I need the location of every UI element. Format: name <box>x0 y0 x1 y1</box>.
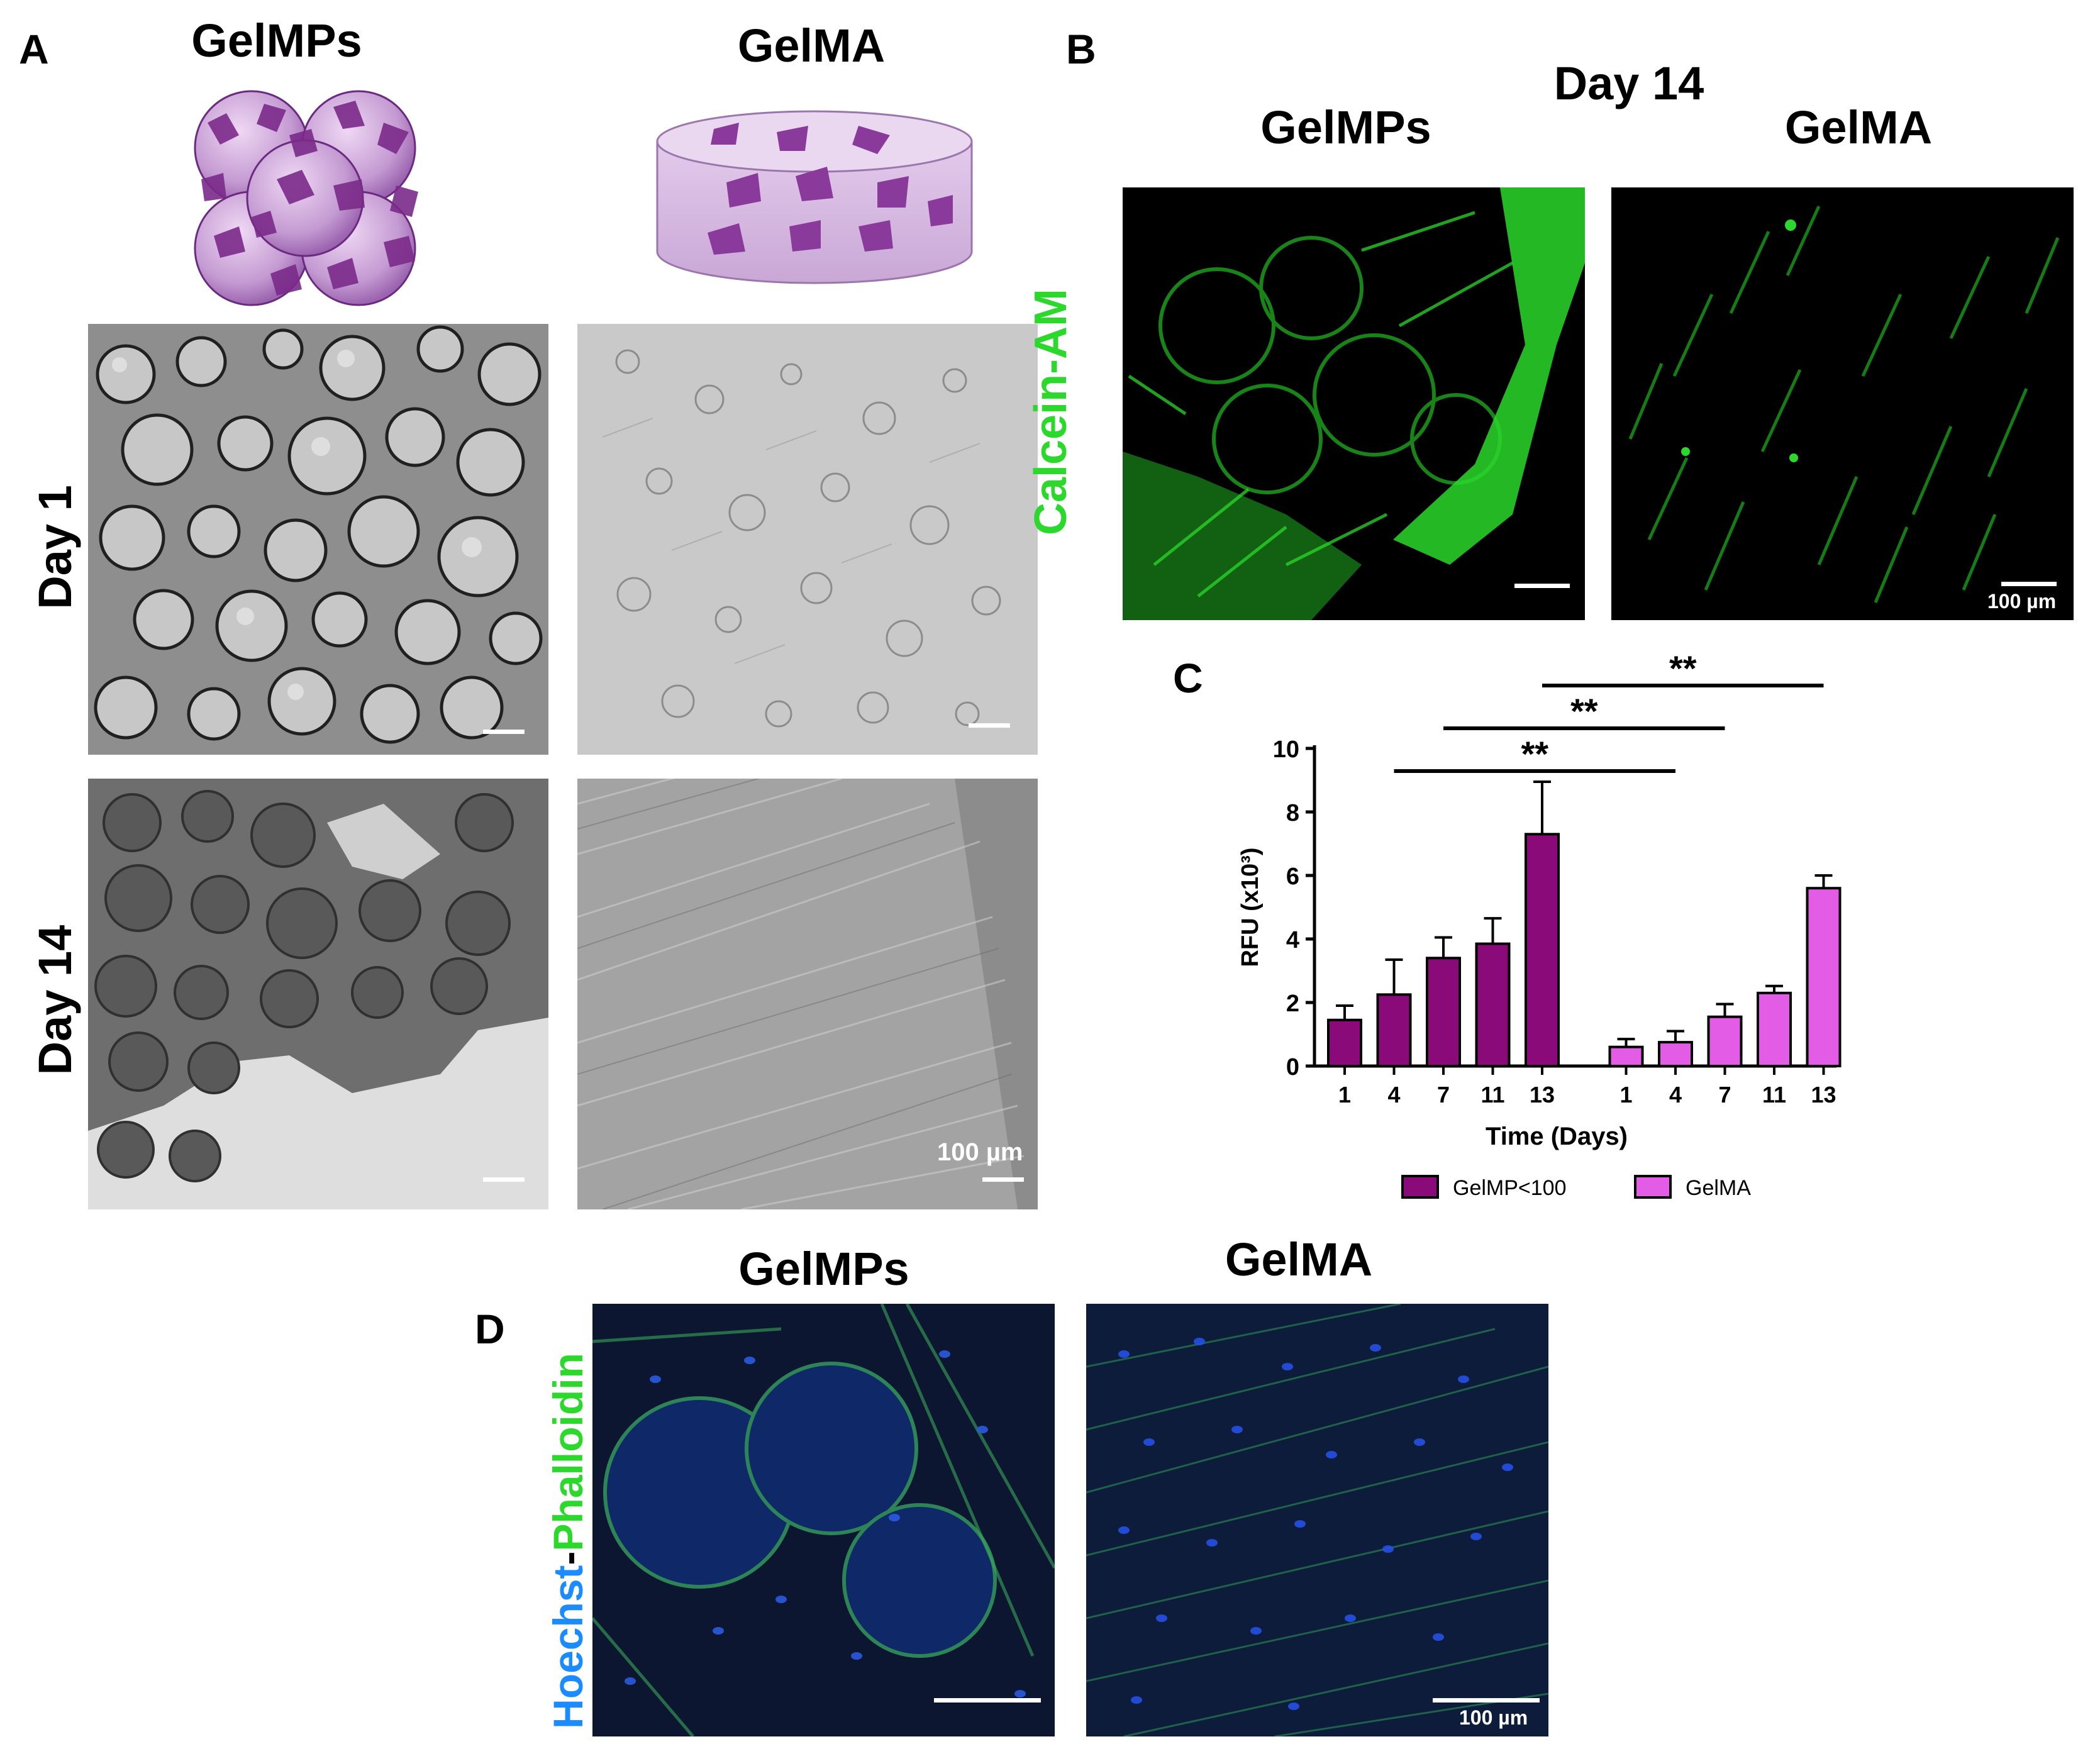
fluorescence-gelma-calcein <box>1611 187 2074 620</box>
bar-gelma-4 <box>1658 1041 1693 1067</box>
bar-gelmp-4 <box>1376 993 1412 1067</box>
panel-b-col-title-gelmps: GelMPs <box>1260 101 1431 153</box>
panel-a-col-title-gelmps: GelMPs <box>191 14 362 67</box>
x-tick-label: 11 <box>1481 1082 1504 1108</box>
legend-swatch-gelma <box>1634 1175 1672 1199</box>
scalebar-a-day14-gelma <box>982 1177 1024 1182</box>
scalebar-d-gelmps <box>934 1698 1041 1703</box>
bar-gelma-13 <box>1806 887 1842 1067</box>
panel-letter-d: D <box>475 1306 505 1352</box>
fluorescence-gelma-hoechst-phalloidin <box>1086 1304 1548 1736</box>
scalebar-a-day14-gelmps <box>483 1177 525 1182</box>
x-axis-label: Time (Days) <box>1486 1123 1628 1150</box>
panel-d-col-title-gelma: GelMA <box>1225 1233 1373 1286</box>
x-tick-label: 7 <box>1718 1082 1731 1108</box>
x-tick-label: 13 <box>1530 1082 1555 1108</box>
y-axis-label: RFU (x10³) <box>1237 847 1264 967</box>
scale-label-a: 100 µm <box>937 1138 1023 1166</box>
y-tick-label: 0 <box>1286 1054 1299 1080</box>
bar-gelma-7 <box>1707 1015 1743 1067</box>
fluorescence-gelmps-hoechst-phalloidin <box>592 1304 1055 1736</box>
significance-label: ** <box>1570 691 1598 731</box>
x-tick-label: 4 <box>1387 1082 1400 1108</box>
x-tick-label: 11 <box>1762 1082 1786 1108</box>
bar-gelma-1 <box>1608 1045 1644 1068</box>
micrograph-gelmps-day14 <box>88 779 548 1209</box>
stain-separator: - <box>545 1551 591 1565</box>
significance-label: ** <box>1669 648 1697 688</box>
y-tick-label: 6 <box>1286 864 1299 890</box>
significance-label: ** <box>1521 734 1548 774</box>
bar-gelmp-11 <box>1475 942 1511 1068</box>
scalebar-b-gelma <box>2001 582 2057 586</box>
panel-b-stain-label: Calcein-AM <box>1026 288 1076 536</box>
bar-gelma-11 <box>1757 991 1792 1067</box>
rfu-bar-chart: 0 2 4 6 8 10 RFU (x10³) 1 4 7 11 13 1 4 7 11 13 Time (Day… <box>1226 642 1925 1226</box>
legend-swatch-gelmp <box>1401 1175 1439 1199</box>
y-tick-label: 10 <box>1273 736 1299 763</box>
bar-gelmp-1 <box>1327 1018 1362 1068</box>
panel-b-col-title-gelma: GelMA <box>1784 101 1933 153</box>
micrograph-gelma-day1 <box>577 324 1038 755</box>
gelmps-schematic <box>182 85 434 311</box>
scalebar-a-day1-gelma <box>969 723 1010 728</box>
stain-phalloidin: Phalloidin <box>545 1353 591 1552</box>
scalebar-a-day1-gelmps <box>483 730 525 734</box>
x-tick-label: 1 <box>1338 1082 1351 1108</box>
y-tick-label: 8 <box>1286 800 1299 826</box>
bar-gelmp-13 <box>1525 833 1560 1067</box>
legend-label-gelma: GelMA <box>1686 1176 1751 1200</box>
fluorescence-gelmps-calcein <box>1123 187 1585 620</box>
legend-label-gelmp: GelMP<100 <box>1453 1176 1567 1200</box>
scalebar-d-gelma <box>1433 1698 1540 1703</box>
panel-letter-c: C <box>1173 655 1203 701</box>
panel-b-title: Day 14 <box>1553 57 1704 109</box>
bar-gelmp-7 <box>1426 957 1461 1067</box>
stain-hoechst: Hoechst <box>545 1565 591 1729</box>
x-tick-label: 13 <box>1811 1082 1836 1108</box>
micrograph-gelmps-day1 <box>88 324 548 755</box>
y-tick-label: 2 <box>1286 991 1299 1017</box>
y-tick-label: 4 <box>1286 927 1299 953</box>
micrograph-gelma-day14 <box>577 779 1038 1209</box>
scalebar-b-gelmps <box>1514 584 1570 588</box>
x-tick-label: 7 <box>1437 1082 1450 1108</box>
panel-letter-b: B <box>1066 26 1096 72</box>
panel-d-col-title-gelmps: GelMPs <box>738 1243 909 1295</box>
scale-label-d: 100 µm <box>1459 1706 1528 1729</box>
row-label-day1: Day 1 <box>29 485 81 609</box>
panel-letter-a: A <box>19 26 49 72</box>
panel-a-col-title-gelma: GelMA <box>737 19 886 72</box>
x-tick-label: 4 <box>1669 1082 1682 1108</box>
scale-label-b: 100 µm <box>1987 590 2057 613</box>
gelma-schematic <box>651 107 978 289</box>
row-label-day14: Day 14 <box>29 925 81 1075</box>
x-tick-label: 1 <box>1619 1082 1632 1108</box>
